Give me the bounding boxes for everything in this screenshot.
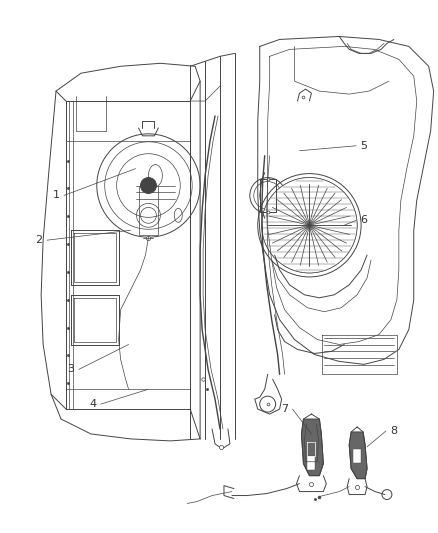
- Text: 2: 2: [35, 235, 42, 245]
- Text: 6: 6: [360, 215, 367, 225]
- Text: 5: 5: [360, 141, 367, 151]
- Bar: [352, 449, 360, 463]
- Text: 8: 8: [389, 426, 396, 436]
- Circle shape: [261, 177, 356, 273]
- Text: 4: 4: [89, 399, 96, 409]
- Bar: [307, 456, 314, 470]
- Polygon shape: [348, 432, 366, 479]
- Polygon shape: [301, 419, 323, 475]
- Text: 1: 1: [53, 190, 60, 200]
- Circle shape: [140, 177, 156, 193]
- Text: 3: 3: [67, 365, 74, 374]
- Text: 7: 7: [280, 404, 287, 414]
